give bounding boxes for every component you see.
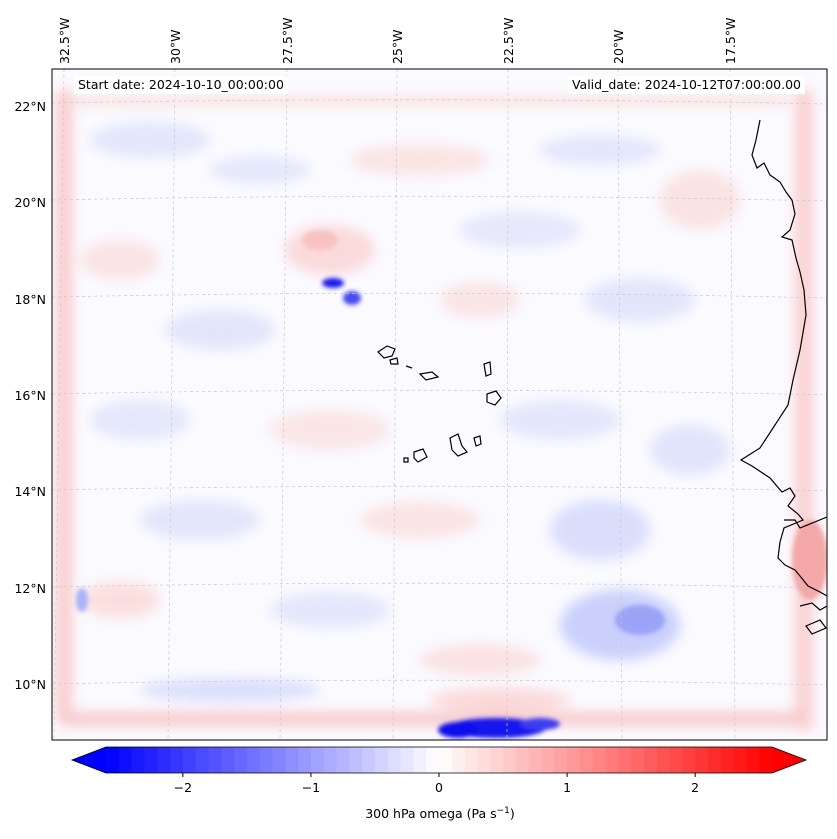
lat-tick-label: 14°N: [14, 484, 46, 499]
colorbar-ticks: −2 −1 0 1 2: [174, 773, 699, 795]
lat-tick-label: 10°N: [14, 677, 46, 692]
colorbar-cell: [759, 747, 773, 773]
colorbar-cells: [72, 747, 806, 773]
colorbar-cell: [131, 747, 146, 773]
colorbar-cell: [477, 747, 491, 773]
graticule: [52, 69, 827, 740]
colorbar-cell: [579, 747, 594, 773]
colorbar-cell: [387, 747, 402, 773]
colorbar-tick-label: 0: [435, 780, 443, 795]
colorbar-cell: [208, 747, 222, 773]
colorbar-cell: [426, 747, 440, 773]
colorbar-cell: [746, 747, 760, 773]
colorbar-cell: [400, 747, 414, 773]
lon-tick-label: 20°W: [611, 29, 626, 64]
colorbar-cell: [605, 747, 619, 773]
colorbar-label-text: 300 hPa omega (Pa s: [365, 806, 497, 822]
colorbar-cell: [349, 747, 363, 773]
lon-tick-label: 32.5°W: [57, 18, 72, 64]
colorbar-tick-label: −1: [302, 780, 320, 795]
colorbar-cell: [310, 747, 325, 773]
colorbar-cell: [541, 747, 555, 773]
lat-tick-label: 16°N: [14, 388, 46, 403]
africa-coastline: [739, 119, 827, 597]
colorbar-cell: [707, 747, 722, 773]
lon-tick-label: 22.5°W: [501, 18, 516, 64]
colorbar-label: 300 hPa omega (Pa s−1): [0, 806, 837, 821]
strong-features: [76, 230, 827, 738]
colorbar-cell: [490, 747, 504, 773]
colorbar-cell: [656, 747, 671, 773]
colorbar-cell: [106, 747, 120, 773]
lon-tick-label: 30°W: [168, 29, 183, 64]
colorbar-cell: [144, 747, 158, 773]
colorbar-label-close: ): [509, 806, 515, 822]
colorbar-cell: [439, 747, 453, 773]
lat-tick-label: 18°N: [14, 292, 46, 307]
latitude-tick-labels: 22°N 20°N 18°N 16°N 14°N 12°N 10°N: [14, 99, 46, 692]
colorbar-cell: [733, 747, 747, 773]
colorbar-cell: [567, 747, 581, 773]
colorbar-cell: [592, 747, 607, 773]
valid-date-label: Valid_date: 2024-10-12T07:00:00.00: [567, 76, 805, 94]
colorbar-cell: [234, 747, 248, 773]
colorbar-extend-min: [72, 747, 106, 773]
colorbar-cell: [195, 747, 210, 773]
colorbar-cell: [285, 747, 299, 773]
colorbar-cell: [413, 747, 427, 773]
colorbar-outline: [70, 746, 808, 774]
colorbar-tick-label: −2: [174, 780, 192, 795]
colorbar: −2 −1 0 1 2: [70, 746, 808, 795]
colorbar-cell: [170, 747, 184, 773]
colorbar-cell: [362, 747, 376, 773]
colorbar-cell: [720, 747, 735, 773]
lon-tick-label: 27.5°W: [280, 18, 295, 64]
colorbar-cell: [323, 747, 338, 773]
colorbar-cell: [631, 747, 645, 773]
colorbar-cell: [118, 747, 133, 773]
colorbar-cell: [451, 747, 466, 773]
colorbar-cell: [298, 747, 312, 773]
colorbar-cell: [503, 747, 517, 773]
coastlines: [739, 119, 827, 635]
colorbar-cell: [528, 747, 543, 773]
colorbar-cell: [554, 747, 568, 773]
colorbar-cell: [682, 747, 696, 773]
lat-tick-label: 22°N: [14, 99, 46, 114]
colorbar-cell: [374, 747, 389, 773]
colorbar-cell: [157, 747, 171, 773]
colorbar-cell: [221, 747, 235, 773]
colorbar-cell: [246, 747, 261, 773]
lat-tick-label: 12°N: [14, 581, 46, 596]
colorbar-extend-max: [772, 747, 806, 773]
colorbar-cell: [643, 747, 658, 773]
lon-tick-label: 17.5°W: [723, 18, 738, 64]
lon-tick-label: 25°W: [390, 29, 405, 64]
colorbar-tick-label: 1: [563, 780, 571, 795]
longitude-tick-labels: 32.5°W 30°W 27.5°W 25°W 22.5°W 20°W 17.5…: [57, 18, 738, 64]
lat-tick-label: 20°N: [14, 195, 46, 210]
colorbar-cell: [272, 747, 286, 773]
colorbar-cell: [259, 747, 274, 773]
map-frame: [51, 68, 828, 741]
colorbar-cell: [669, 747, 683, 773]
colorbar-cell: [515, 747, 530, 773]
colorbar-label-exponent: −1: [496, 806, 510, 816]
field-blobs: [56, 90, 813, 730]
colorbar-cell: [695, 747, 709, 773]
colorbar-tick-label: 2: [691, 780, 699, 795]
colorbar-cell: [182, 747, 197, 773]
omega-field: [52, 69, 827, 740]
colorbar-cell: [464, 747, 479, 773]
colorbar-cell: [618, 747, 632, 773]
colorbar-cell: [336, 747, 350, 773]
cape-verde-islands: [377, 345, 502, 463]
start-date-label: Start date: 2024-10-10_00:00:00: [74, 76, 288, 94]
